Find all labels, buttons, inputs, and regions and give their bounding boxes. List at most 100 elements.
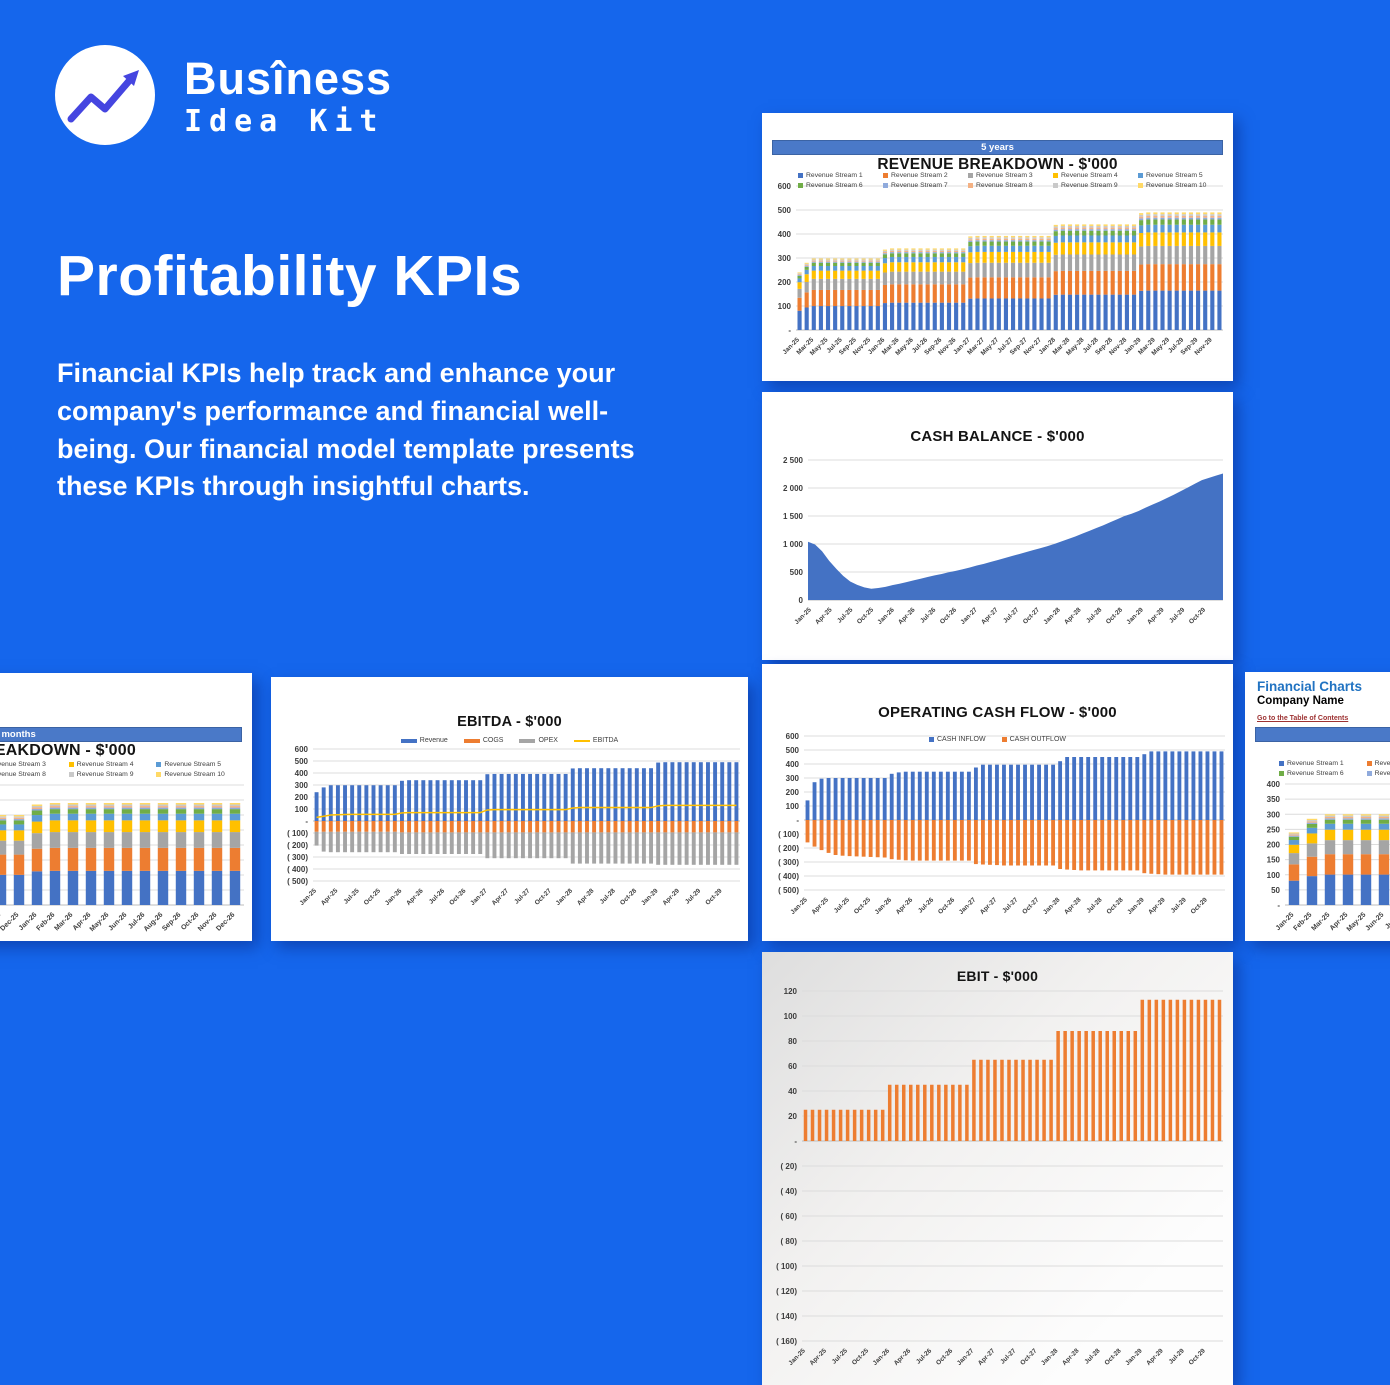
svg-text:200: 200 [786,788,800,797]
svg-text:Jan-29: Jan-29 [640,887,660,907]
legend-item: Revenue Stream 4 [68,761,157,768]
legend-label: COGS [482,737,504,744]
svg-text:Apr-28: Apr-28 [1061,1347,1081,1367]
svg-text:Jan-29: Jan-29 [1124,1347,1144,1367]
svg-text:Feb-26: Feb-26 [36,911,57,932]
svg-text:Jul-26: Jul-26 [919,606,938,625]
svg-text:( 40): ( 40) [781,1187,798,1196]
ebit-card: EBIT - $'000 120 100 80 60 40 20 - ( 20) ( 40) ( … [762,952,1233,1385]
legend-label: Revenue Stream 2 [891,172,948,179]
legend-item: Revenue Stream 7 [883,182,968,189]
legend-swatch [156,772,162,777]
legend-swatch [798,173,803,178]
svg-text:Jul-25: Jul-25 [831,1347,850,1366]
svg-text:Oct-25: Oct-25 [853,896,873,916]
svg-text:Jan-26: Jan-26 [874,896,894,916]
page-description: Financial KPIs help track and enhance yo… [57,358,635,502]
legend-label: Revenue Stream 9 [1061,182,1118,189]
svg-text:( 100): ( 100) [778,830,799,839]
legend-swatch [1053,183,1058,188]
svg-text:400: 400 [1267,780,1281,789]
svg-text:Apr-26: Apr-26 [895,896,915,916]
legend-item: Revenue Stream 3 [0,761,69,768]
svg-text:Apr-27: Apr-27 [979,896,999,916]
svg-text:300: 300 [778,254,792,263]
svg-text:400: 400 [786,760,800,769]
legend-label: Revenue Stream 7 [1374,770,1390,777]
svg-text:Aug-26: Aug-26 [143,911,165,933]
company-name: Company Name [1257,695,1344,707]
legend-label: Revenue Stream 2 [1374,760,1390,767]
svg-text:Jul-29: Jul-29 [684,887,703,906]
legend-swatch [68,772,74,777]
revenue-breakdown-24m-card: 24 months REVENUE BREAKDOWN - $'000 4003… [0,673,252,941]
svg-text:Jan-26: Jan-26 [872,1347,892,1367]
legend-item: Revenue Stream 9 [1053,182,1138,189]
legend-item: CASH INFLOW [928,736,986,743]
legend-swatch [1138,183,1143,188]
brand-name: Busîness Idea Kit [184,53,393,140]
svg-text:100: 100 [1267,871,1281,880]
svg-text:Oct-25: Oct-25 [851,1347,871,1367]
svg-text:Apr-25: Apr-25 [808,1347,828,1367]
svg-text:Oct-29: Oct-29 [1188,1347,1208,1367]
svg-text:400: 400 [295,769,309,778]
legend-label: Revenue Stream 3 [976,172,1033,179]
svg-text:Jul-25: Jul-25 [1384,911,1390,930]
svg-text:Oct-27: Oct-27 [1021,896,1041,916]
svg-text:Jul-26: Jul-26 [917,896,936,915]
svg-text:2 500: 2 500 [783,456,804,465]
svg-text:Oct-29: Oct-29 [1190,896,1210,916]
legend-item: Revenue Stream 6 [798,182,883,189]
svg-text:40: 40 [788,1087,797,1096]
page-title: Profitability KPIs [57,244,523,308]
svg-text:( 140): ( 140) [776,1312,797,1321]
legend-swatch [1001,737,1007,742]
svg-text:100: 100 [786,802,800,811]
svg-text:600: 600 [786,732,800,741]
svg-text:( 160): ( 160) [776,1337,797,1346]
svg-text:Apr-27: Apr-27 [491,887,511,907]
svg-text:100: 100 [295,805,309,814]
svg-text:Jul-28: Jul-28 [1085,896,1104,915]
legend-label: Revenue Stream 3 [0,761,46,768]
svg-text:20: 20 [788,1112,797,1121]
svg-text:Oct-27: Oct-27 [534,887,554,907]
legend-swatch [1366,761,1372,766]
svg-text:500: 500 [786,746,800,755]
legend-label: Revenue Stream 7 [891,182,948,189]
legend-item: Revenue Stream 3 [968,172,1053,179]
legend-item: Revenue Stream 5 [1138,172,1223,179]
table-of-contents-link[interactable]: Go to the Table of Contents [1257,715,1349,722]
cash-balance-card: CASH BALANCE - $'000 2 500 2 000 1 500 1 00… [762,392,1233,660]
legend-label: Revenue Stream 8 [0,771,46,778]
svg-text:Jul-25: Jul-25 [342,887,361,906]
svg-text:Oct-28: Oct-28 [619,887,639,907]
brand-line1: Busîness [184,53,393,104]
legend-item: OPEX [519,737,558,744]
legend-item: Revenue Stream 10 [156,771,244,778]
svg-text:Jan-27: Jan-27 [958,896,978,916]
legend-item: Revenue Stream 8 [968,182,1053,189]
chart-legend: CASH INFLOW CASH OUTFLOW [762,736,1233,743]
svg-text:Feb-25: Feb-25 [1293,911,1314,932]
legend-swatch [156,762,162,767]
svg-text:Jan-27: Jan-27 [956,1347,976,1367]
svg-text:Dec-26: Dec-26 [215,911,236,932]
svg-text:Apr-26: Apr-26 [893,1347,913,1367]
svg-text:( 120): ( 120) [776,1287,797,1296]
logo [55,45,155,145]
svg-text:Jul-29: Jul-29 [1168,1347,1187,1366]
svg-text:Jan-29: Jan-29 [1126,896,1146,916]
svg-text:200: 200 [1267,841,1281,850]
revenue-breakdown-5y-plot: 600500400300200100-Jan-25Mar-25May-25Jul… [778,182,1223,357]
svg-text:Apr-27: Apr-27 [977,1347,997,1367]
svg-text:Oct-27: Oct-27 [1019,1347,1039,1367]
svg-text:Jul-27: Jul-27 [1002,606,1021,625]
legend-item: CASH OUTFLOW [1001,736,1066,743]
legend-item: Revenue Stream 6 [1279,770,1367,777]
svg-text:600: 600 [295,745,309,754]
svg-text:Jan-26: Jan-26 [18,911,39,932]
svg-text:Jul-27: Jul-27 [999,1347,1018,1366]
